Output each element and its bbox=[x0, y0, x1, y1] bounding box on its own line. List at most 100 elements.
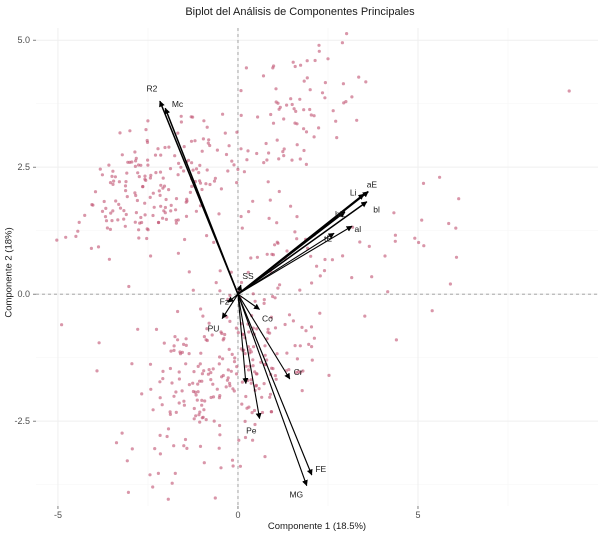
data-point bbox=[287, 368, 291, 372]
data-point bbox=[191, 288, 195, 292]
data-point bbox=[207, 138, 211, 142]
data-point bbox=[98, 167, 102, 171]
data-point bbox=[199, 307, 203, 311]
data-point bbox=[268, 198, 272, 202]
data-point bbox=[161, 216, 165, 220]
data-point bbox=[209, 371, 213, 375]
data-point bbox=[125, 195, 129, 199]
data-point bbox=[202, 119, 206, 123]
data-point bbox=[282, 147, 286, 151]
data-point bbox=[218, 269, 222, 273]
data-point bbox=[267, 216, 271, 220]
data-point bbox=[169, 203, 173, 207]
loading-label-Cr: Cr bbox=[294, 367, 303, 377]
data-point bbox=[156, 471, 160, 475]
data-point bbox=[192, 417, 196, 421]
data-point bbox=[237, 438, 241, 442]
data-point bbox=[176, 251, 180, 255]
data-point bbox=[151, 213, 155, 218]
data-point bbox=[218, 355, 222, 359]
data-point bbox=[266, 180, 270, 184]
loading-label-FE: FE bbox=[315, 464, 326, 474]
data-point bbox=[117, 180, 121, 184]
data-point bbox=[180, 350, 184, 354]
data-point bbox=[308, 107, 312, 112]
data-point bbox=[293, 230, 297, 234]
data-point bbox=[133, 164, 137, 168]
data-point bbox=[454, 255, 459, 259]
loading-label-Mc: Mc bbox=[172, 99, 184, 109]
data-point bbox=[154, 327, 159, 331]
loading-arrows: R2 Mc aE Li bl hE al tE SS Fz PU Co Cr Pe FE MG bbox=[146, 83, 380, 499]
data-point bbox=[172, 344, 176, 348]
data-point bbox=[170, 481, 174, 485]
scatter-points bbox=[55, 31, 571, 501]
data-point bbox=[198, 362, 202, 366]
data-point bbox=[83, 213, 87, 217]
data-point bbox=[257, 387, 261, 391]
data-point bbox=[212, 240, 216, 244]
data-point bbox=[182, 145, 186, 149]
loading-label-Co: Co bbox=[262, 314, 273, 324]
data-point bbox=[143, 174, 147, 178]
data-point bbox=[158, 170, 163, 174]
data-point bbox=[168, 412, 172, 416]
data-point bbox=[230, 159, 234, 163]
data-point bbox=[246, 149, 250, 153]
data-point bbox=[201, 415, 205, 419]
data-point bbox=[317, 49, 321, 53]
data-point bbox=[223, 131, 227, 135]
data-point bbox=[130, 362, 134, 366]
data-point bbox=[300, 325, 304, 329]
loading-label-MG: MG bbox=[289, 489, 303, 499]
data-point bbox=[143, 201, 147, 205]
data-point bbox=[102, 199, 106, 204]
data-point bbox=[174, 221, 178, 225]
data-point bbox=[219, 466, 223, 470]
data-point bbox=[158, 396, 162, 400]
data-point bbox=[200, 379, 204, 383]
data-point bbox=[299, 63, 303, 67]
data-point bbox=[124, 212, 128, 217]
data-point bbox=[163, 145, 167, 150]
data-point bbox=[193, 139, 197, 143]
data-point bbox=[268, 395, 272, 399]
data-point bbox=[327, 373, 331, 377]
data-point bbox=[251, 199, 255, 203]
data-point bbox=[194, 209, 198, 213]
data-point bbox=[103, 215, 108, 219]
data-point bbox=[168, 410, 172, 414]
data-point bbox=[162, 341, 166, 345]
data-point bbox=[300, 389, 304, 393]
data-point bbox=[218, 433, 222, 437]
data-point bbox=[174, 218, 178, 222]
data-point bbox=[277, 189, 281, 194]
data-point bbox=[112, 179, 116, 183]
data-point bbox=[179, 114, 183, 118]
data-point bbox=[282, 154, 286, 158]
data-point bbox=[116, 218, 120, 222]
data-point bbox=[285, 351, 289, 355]
data-point bbox=[244, 364, 248, 368]
loading-label-PU: PU bbox=[208, 324, 220, 334]
data-point bbox=[126, 490, 130, 494]
data-point bbox=[307, 342, 311, 346]
data-point bbox=[271, 253, 275, 257]
data-point bbox=[173, 154, 177, 158]
data-point bbox=[198, 163, 202, 167]
data-point bbox=[298, 344, 302, 348]
data-point bbox=[265, 358, 269, 362]
data-point bbox=[276, 286, 280, 290]
data-point bbox=[273, 243, 277, 247]
data-point bbox=[148, 362, 153, 366]
data-point bbox=[185, 446, 189, 450]
data-point bbox=[247, 210, 251, 214]
data-point bbox=[176, 309, 180, 314]
data-point bbox=[295, 215, 299, 219]
loading-label-SS: SS bbox=[242, 271, 254, 281]
data-point bbox=[289, 204, 293, 208]
data-point bbox=[322, 269, 327, 273]
data-point bbox=[218, 289, 222, 293]
data-point bbox=[454, 226, 458, 230]
data-point bbox=[144, 178, 148, 182]
